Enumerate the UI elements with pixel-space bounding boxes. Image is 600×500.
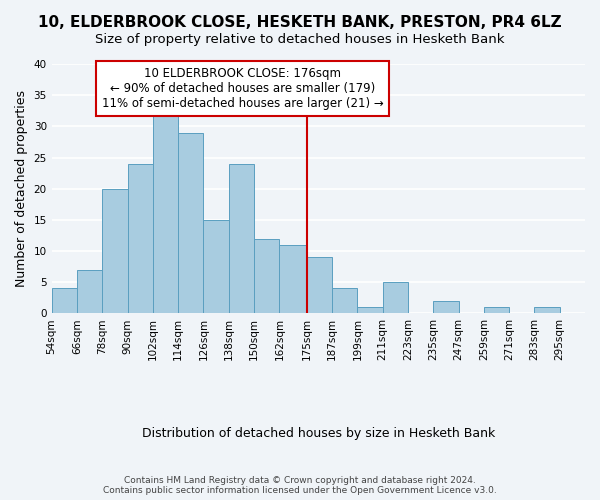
Bar bbox=[307, 257, 332, 314]
Bar bbox=[358, 307, 383, 314]
Bar bbox=[254, 238, 280, 314]
Y-axis label: Number of detached properties: Number of detached properties bbox=[15, 90, 28, 287]
Text: Contains HM Land Registry data © Crown copyright and database right 2024.
Contai: Contains HM Land Registry data © Crown c… bbox=[103, 476, 497, 495]
Bar bbox=[332, 288, 358, 314]
Bar bbox=[535, 307, 560, 314]
Bar bbox=[433, 301, 458, 314]
Bar bbox=[203, 220, 229, 314]
Bar bbox=[280, 245, 307, 314]
Bar bbox=[52, 288, 77, 314]
Text: Size of property relative to detached houses in Hesketh Bank: Size of property relative to detached ho… bbox=[95, 32, 505, 46]
Bar bbox=[128, 164, 153, 314]
Bar bbox=[153, 114, 178, 314]
X-axis label: Distribution of detached houses by size in Hesketh Bank: Distribution of detached houses by size … bbox=[142, 427, 495, 440]
Bar bbox=[383, 282, 408, 314]
Text: 10, ELDERBROOK CLOSE, HESKETH BANK, PRESTON, PR4 6LZ: 10, ELDERBROOK CLOSE, HESKETH BANK, PRES… bbox=[38, 15, 562, 30]
Text: 10 ELDERBROOK CLOSE: 176sqm
← 90% of detached houses are smaller (179)
11% of se: 10 ELDERBROOK CLOSE: 176sqm ← 90% of det… bbox=[101, 67, 383, 110]
Bar bbox=[178, 132, 203, 314]
Bar bbox=[229, 164, 254, 314]
Bar bbox=[102, 188, 128, 314]
Bar bbox=[77, 270, 102, 314]
Bar bbox=[484, 307, 509, 314]
